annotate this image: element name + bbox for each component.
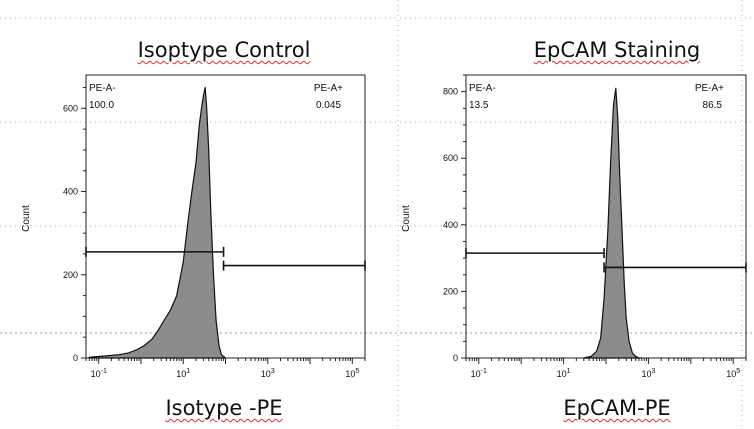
- gate-label-negative-name: PE-A-: [469, 83, 496, 94]
- x-tick-label: 105: [345, 368, 359, 379]
- x-axis-title-isotype: Isotype -PE: [165, 396, 283, 420]
- gate-label-positive-value: 86.5: [703, 100, 723, 111]
- y-tick-label: 0: [453, 353, 458, 363]
- gate-label-positive-name: PE-A+: [314, 83, 343, 94]
- histogram-area-isotype: [88, 86, 227, 359]
- x-tick-label: 101: [176, 368, 190, 379]
- histogram-area-epcam: [583, 87, 643, 359]
- chart-title-epcam: EpCAM Staining: [533, 38, 701, 62]
- gate-label-negative-name: PE-A-: [89, 83, 116, 94]
- y-axis-title: Count: [401, 205, 412, 232]
- x-tick-label: 101: [557, 368, 571, 379]
- y-tick-label: 200: [443, 286, 458, 296]
- y-tick-label: 400: [443, 220, 458, 230]
- gate-label-negative-value: 100.0: [89, 100, 114, 111]
- y-tick-label: 600: [63, 103, 78, 113]
- y-tick-label: 200: [63, 270, 78, 280]
- y-tick-label: 0: [73, 353, 78, 363]
- gate-label-positive-value: 0.045: [316, 100, 341, 111]
- x-tick-label: 10-1: [91, 368, 107, 379]
- y-tick-label: 600: [443, 153, 458, 163]
- x-tick-label: 103: [641, 368, 655, 379]
- gate-label-positive-name: PE-A+: [695, 83, 724, 94]
- y-axis-title: Count: [21, 205, 32, 232]
- y-tick-label: 800: [443, 87, 458, 97]
- x-axis-title-epcam: EpCAM-PE: [563, 396, 671, 420]
- chart-title-isotype: Isoptype Control: [137, 38, 311, 62]
- y-tick-label: 400: [63, 187, 78, 197]
- gate-label-negative-value: 13.5: [469, 100, 489, 111]
- x-tick-label: 105: [726, 368, 740, 379]
- x-tick-label: 103: [261, 368, 275, 379]
- x-tick-label: 10-1: [471, 368, 487, 379]
